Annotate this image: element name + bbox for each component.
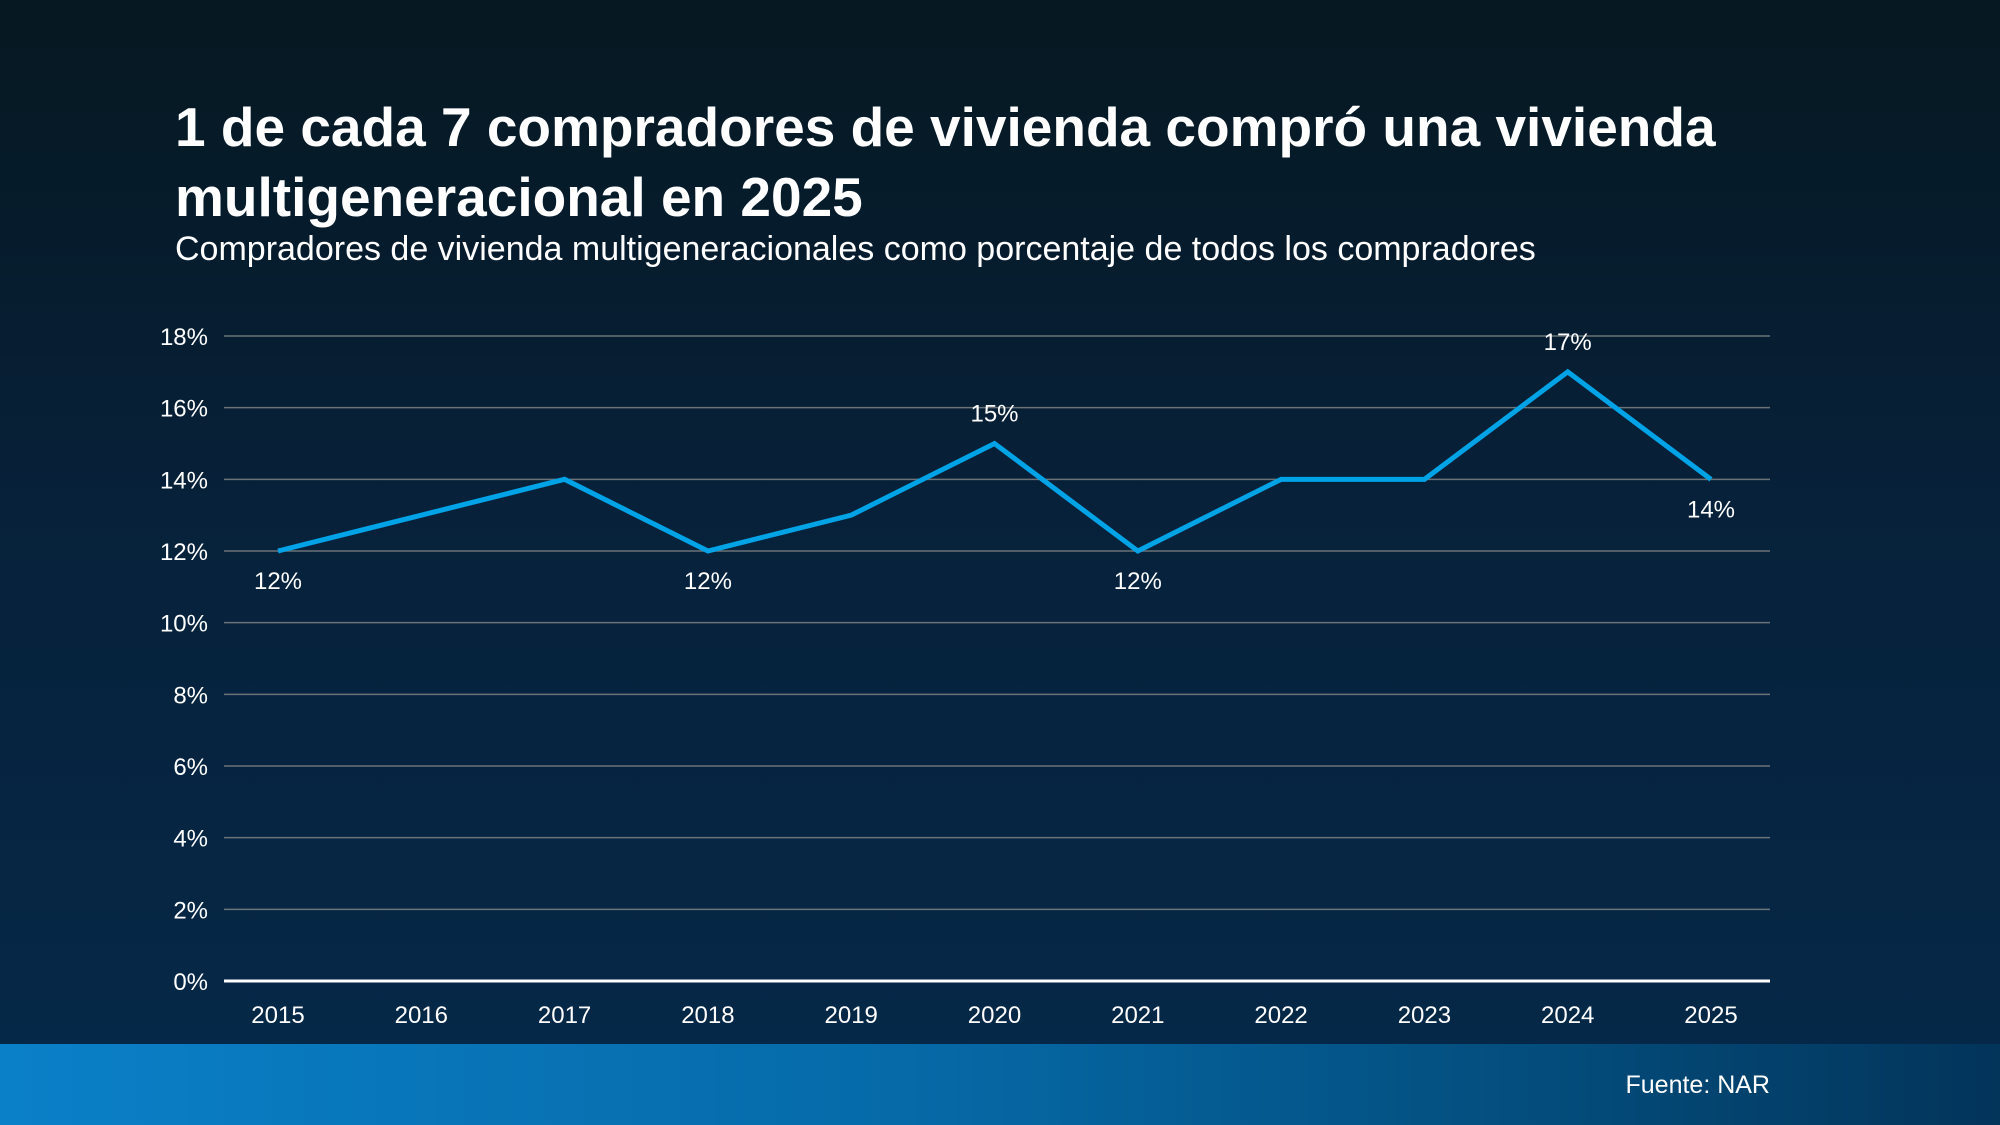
x-tick-label: 2016 (395, 1002, 448, 1029)
x-tick-label: 2017 (538, 1002, 591, 1029)
y-tick-label: 0% (173, 969, 208, 996)
x-tick-label: 2019 (825, 1002, 878, 1029)
y-tick-label: 8% (173, 682, 208, 709)
data-label: 12% (684, 568, 732, 595)
y-tick-label: 14% (160, 467, 208, 494)
y-tick-label: 16% (160, 396, 208, 423)
data-label: 12% (254, 568, 302, 595)
y-tick-label: 4% (173, 826, 208, 853)
x-tick-label: 2023 (1398, 1002, 1451, 1029)
y-tick-label: 2% (173, 897, 208, 924)
x-tick-label: 2025 (1684, 1002, 1737, 1029)
x-tick-label: 2020 (968, 1002, 1021, 1029)
chart-subtitle: Compradores de vivienda multigeneraciona… (175, 230, 1536, 268)
series-line (277, 368, 1713, 554)
data-label: 17% (1544, 329, 1592, 356)
data-label: 15% (970, 401, 1018, 428)
x-tick-label: 2015 (251, 1002, 304, 1029)
y-tick-label: 6% (173, 754, 208, 781)
source-label: Fuente: NAR (1625, 1071, 1770, 1099)
y-tick-label: 18% (160, 324, 208, 351)
y-tick-label: 10% (160, 611, 208, 638)
chart-title: 1 de cada 7 compradores de vivienda comp… (175, 96, 1716, 228)
data-label: 14% (1687, 496, 1735, 523)
data-label: 12% (1114, 568, 1162, 595)
x-tick-label: 2021 (1111, 1002, 1164, 1029)
y-tick-label: 12% (160, 539, 208, 566)
footer-band: Fuente: NAR (0, 1044, 2000, 1125)
x-tick-label: 2018 (681, 1002, 734, 1029)
x-tick-label: 2024 (1541, 1002, 1594, 1029)
x-tick-label: 2022 (1254, 1002, 1307, 1029)
